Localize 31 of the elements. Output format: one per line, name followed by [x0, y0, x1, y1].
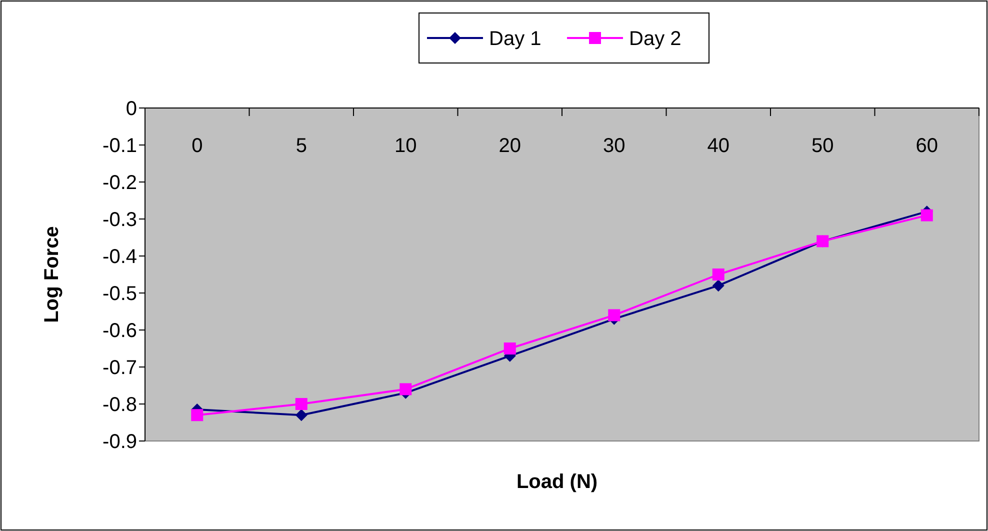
point: [920, 209, 933, 222]
y-tick-label: -0.7: [102, 357, 137, 379]
x-tick-label: 30: [603, 135, 626, 157]
x-tick-label: 60: [916, 135, 938, 157]
y-tick-label: -0.8: [102, 394, 137, 416]
point: [295, 398, 308, 410]
point: [504, 342, 516, 354]
x-tick-label: 40: [707, 135, 730, 157]
point: [191, 409, 204, 422]
point: [295, 409, 308, 422]
legend-label: Day 2: [629, 28, 682, 50]
y-tick-label: -0.4: [102, 246, 137, 268]
y-tick-label: -0.1: [102, 135, 137, 157]
point: [608, 309, 620, 322]
x-tick-label: 5: [296, 135, 307, 157]
x-tick-label: 50: [812, 135, 834, 157]
y-tick-label: -0.9: [102, 431, 137, 453]
x-axis-title: Load (N): [516, 471, 598, 493]
x-tick-label: 0: [192, 135, 203, 157]
x-tick-label: 20: [498, 135, 521, 157]
y-tick-label: 0: [126, 98, 137, 120]
y-tick-label: -0.6: [102, 320, 137, 342]
point: [712, 280, 724, 292]
point: [400, 383, 412, 396]
legend-label: Day 1: [489, 28, 542, 50]
x-tick-label: 10: [394, 135, 417, 157]
y-tick-label: -0.3: [102, 209, 137, 231]
y-tick-label: -0.2: [102, 172, 137, 194]
y-axis-title: Log Force: [41, 226, 63, 323]
y-tick-label: -0.5: [102, 283, 137, 305]
point: [712, 268, 724, 280]
